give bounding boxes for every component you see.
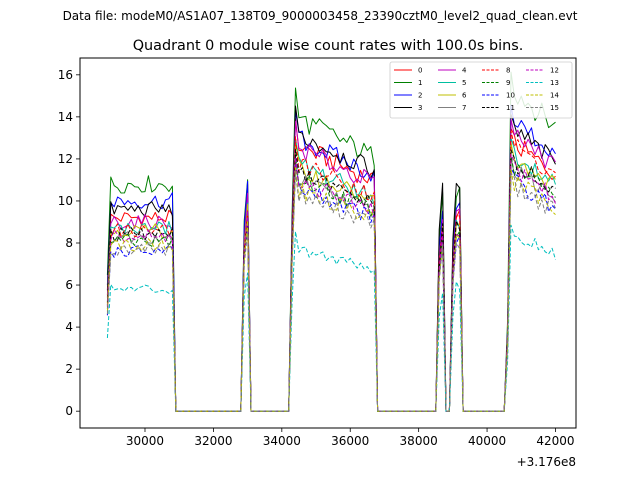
- y-tick-label: 6: [65, 278, 73, 292]
- x-axis: 30000 32000 34000 36000 38000 40000 42000: [126, 428, 575, 448]
- x-tick-label: 34000: [263, 434, 301, 448]
- y-tick-label: 12: [58, 152, 73, 166]
- legend-label-7: 7: [462, 104, 466, 112]
- y-tick-label: 8: [65, 236, 73, 250]
- legend-label-0: 0: [418, 67, 422, 75]
- legend-label-11: 11: [506, 104, 515, 112]
- legend-box: [389, 61, 573, 119]
- series-line-14: [106, 167, 556, 412]
- legend-label-12: 12: [550, 67, 559, 75]
- y-tick-label: 10: [58, 194, 73, 208]
- y-tick-label: 0: [65, 404, 73, 418]
- legend-label-4: 4: [462, 67, 467, 75]
- y-tick-label: 14: [58, 110, 73, 124]
- x-tick-label: 36000: [331, 434, 369, 448]
- legend-label-3: 3: [418, 104, 422, 112]
- legend-label-10: 10: [506, 92, 515, 100]
- legend-label-8: 8: [506, 67, 510, 75]
- x-tick-label: 42000: [536, 434, 574, 448]
- legend-label-14: 14: [550, 92, 559, 100]
- x-tick-label: 32000: [194, 434, 232, 448]
- legend-label-13: 13: [550, 79, 559, 87]
- y-tick-label: 16: [58, 68, 73, 82]
- series-line-8: [106, 130, 556, 412]
- series-lines: [106, 71, 556, 412]
- x-axis-offset-label: +3.176e8: [517, 455, 576, 469]
- legend-label-2: 2: [418, 92, 422, 100]
- x-tick-label: 40000: [468, 434, 506, 448]
- chart-title: Quadrant 0 module wise count rates with …: [133, 38, 524, 54]
- legend-label-6: 6: [462, 92, 467, 100]
- y-tick-label: 4: [65, 320, 73, 334]
- legend-label-5: 5: [462, 79, 466, 87]
- x-tick-label: 30000: [126, 434, 164, 448]
- y-tick-label: 2: [65, 362, 73, 376]
- plot-area: [106, 71, 556, 412]
- plot-frame: [79, 57, 577, 429]
- y-axis: 0 2 4 6 8 10 12 14 16: [58, 68, 80, 418]
- data-file-title: Data file: modeM0/AS1A07_138T09_90000034…: [63, 9, 578, 23]
- legend-label-1: 1: [418, 79, 422, 87]
- legend-label-15: 15: [550, 104, 559, 112]
- x-tick-label: 38000: [400, 434, 438, 448]
- series-line-15: [106, 172, 556, 412]
- legend-label-9: 9: [506, 79, 510, 87]
